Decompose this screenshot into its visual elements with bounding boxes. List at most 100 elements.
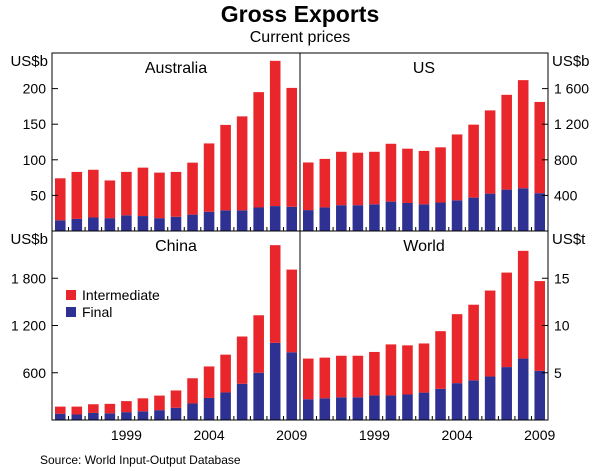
y-tick-label-us-1: 800 — [554, 152, 578, 168]
bar-us-final-1997 — [336, 205, 347, 231]
x-tick-label-china-2009: 2009 — [276, 427, 307, 443]
bar-world-final-2003 — [435, 388, 446, 420]
bar-us-final-2008 — [517, 188, 529, 231]
bar-australia-final-2006 — [236, 210, 248, 231]
y-tick-label-us-2: 1 200 — [554, 116, 589, 132]
bar-world-intermediate-2006 — [484, 290, 496, 377]
unit-label-bottom-left: US$b — [10, 231, 48, 248]
y-tick-label-australia-3: 200 — [23, 81, 47, 97]
legend-label-final: Final — [82, 304, 112, 320]
bar-us-intermediate-1997 — [336, 151, 347, 206]
bar-australia-intermediate-1999 — [121, 171, 132, 216]
bar-us-intermediate-1999 — [369, 151, 380, 205]
bar-china-final-1995 — [54, 413, 66, 420]
bar-china-final-2003 — [187, 403, 198, 420]
bar-australia-final-2003 — [187, 214, 198, 231]
bar-world-intermediate-2003 — [435, 331, 446, 389]
bar-china-intermediate-2000 — [137, 398, 149, 412]
bar-australia-intermediate-2007 — [253, 92, 264, 208]
bar-us-final-2005 — [468, 197, 479, 232]
bar-australia-intermediate-2003 — [187, 162, 198, 215]
source-note: Source: World Input-Output Database — [40, 453, 241, 467]
bar-australia-intermediate-2009 — [286, 87, 298, 207]
y-tick-label-china-1: 1 200 — [11, 318, 46, 334]
bar-world-final-2004 — [451, 383, 463, 420]
y-tick-label-australia-1: 100 — [23, 152, 47, 168]
panel-world: 5 10 15 World — [299, 230, 570, 421]
bar-us-intermediate-2006 — [484, 110, 496, 194]
bar-china-final-2008 — [269, 342, 281, 420]
panel-title-australia: Australia — [145, 60, 207, 77]
chart-subtitle: Current prices — [250, 29, 350, 46]
bar-us-intermediate-2009 — [534, 101, 546, 194]
bar-china-intermediate-2009 — [286, 269, 298, 353]
y-tick-label-world-0: 5 — [554, 365, 562, 381]
panel-australia: 50 100 150 200 Australia — [23, 52, 301, 232]
bar-us-intermediate-1996 — [319, 158, 331, 208]
bar-us-intermediate-2005 — [468, 124, 479, 198]
y-tick-label-us-3: 1 600 — [554, 81, 589, 97]
bar-china-final-2004 — [203, 397, 215, 420]
unit-label-top-left: US$b — [10, 53, 48, 70]
bar-australia-intermediate-2001 — [154, 172, 165, 219]
bar-world-final-2001 — [402, 394, 413, 420]
bar-china-intermediate-2002 — [170, 390, 182, 408]
bar-china-intermediate-2004 — [203, 366, 215, 398]
panel-title-us: US — [413, 60, 435, 77]
bar-china-intermediate-2008 — [269, 245, 281, 343]
bar-australia-final-1998 — [104, 218, 116, 231]
bar-us-final-1999 — [369, 204, 380, 231]
bar-china-final-2002 — [170, 407, 182, 420]
bar-world-final-2007 — [501, 367, 512, 420]
bar-australia-intermediate-2004 — [203, 143, 215, 212]
bar-world-intermediate-1997 — [336, 355, 347, 398]
bar-us-final-2006 — [484, 193, 496, 231]
bar-world-intermediate-1995 — [302, 358, 314, 400]
legend-label-intermediate: Intermediate — [82, 287, 160, 303]
y-tick-label-us-0: 400 — [554, 187, 578, 203]
bar-world-intermediate-1999 — [369, 351, 380, 396]
bar-us-intermediate-2000 — [385, 143, 397, 202]
legend-swatch-intermediate — [66, 290, 76, 300]
bar-china-intermediate-1998 — [104, 403, 116, 414]
bar-australia-final-2002 — [170, 216, 182, 231]
bar-world-final-1998 — [352, 397, 364, 420]
bar-us-intermediate-2001 — [402, 148, 413, 203]
bar-us-final-2007 — [501, 189, 512, 231]
bar-australia-final-2007 — [253, 207, 264, 231]
bar-us-intermediate-2003 — [435, 147, 446, 203]
bar-world-final-1999 — [369, 395, 380, 420]
panel-title-world: World — [403, 238, 445, 255]
bar-china-final-1997 — [88, 412, 99, 420]
bar-china-final-2000 — [137, 411, 149, 420]
panel-title-china: China — [155, 238, 197, 255]
bar-us-final-1998 — [352, 205, 364, 231]
bar-us-final-2001 — [402, 202, 413, 231]
bar-us-final-2002 — [418, 204, 430, 231]
bar-china-final-2007 — [253, 372, 264, 420]
bar-china-final-1998 — [104, 413, 116, 420]
legend: Intermediate Final — [66, 287, 160, 320]
panel-china: 600 1 200 1 800 China — [11, 230, 301, 421]
bar-china-intermediate-2001 — [154, 395, 165, 411]
bar-australia-intermediate-2006 — [236, 116, 248, 211]
x-tick-label-world-2009: 2009 — [524, 427, 555, 443]
bar-australia-intermediate-1997 — [88, 169, 99, 218]
bar-world-final-2008 — [517, 358, 529, 420]
bar-us-intermediate-2008 — [517, 80, 529, 189]
y-tick-label-world-1: 10 — [554, 318, 570, 334]
bar-us-final-2009 — [534, 193, 546, 231]
bar-world-final-2006 — [484, 376, 496, 420]
bar-australia-final-2009 — [286, 206, 298, 231]
bar-us-intermediate-1995 — [302, 162, 314, 211]
bar-australia-final-1997 — [88, 217, 99, 231]
x-tick-label-world-1999: 1999 — [359, 427, 390, 443]
bar-china-intermediate-1999 — [121, 401, 132, 413]
bar-australia-final-1995 — [54, 220, 66, 231]
bar-china-intermediate-2007 — [253, 315, 264, 373]
x-tick-label-china-2004: 2004 — [193, 427, 224, 443]
bar-australia-intermediate-2008 — [269, 60, 281, 207]
bar-australia-final-1999 — [121, 215, 132, 231]
bar-china-final-1996 — [71, 414, 83, 420]
